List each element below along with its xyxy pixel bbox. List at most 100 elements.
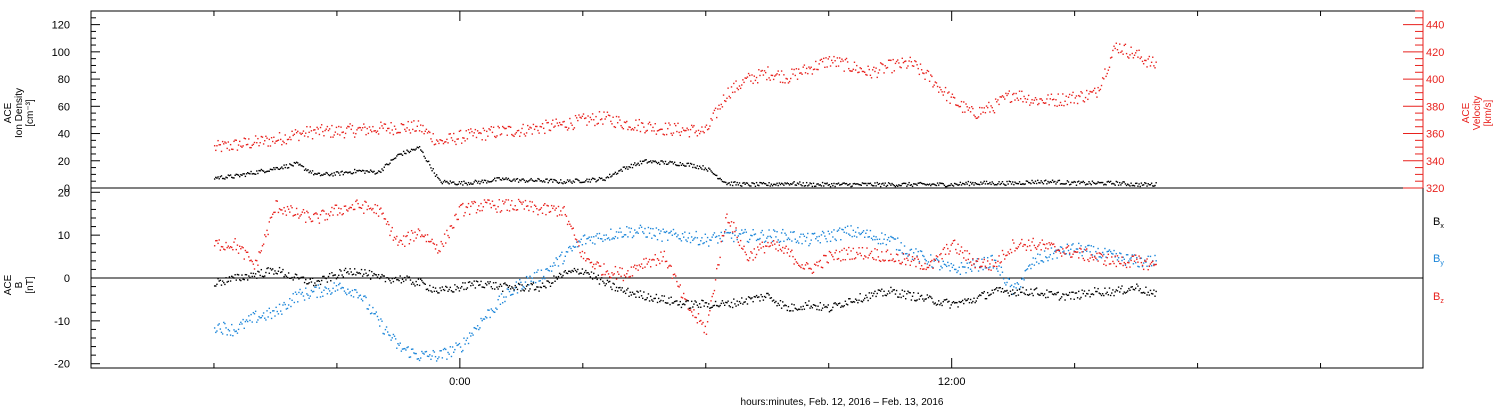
bx-point — [302, 276, 305, 278]
bz-point — [501, 200, 504, 202]
bx-point — [998, 287, 1000, 289]
density-point — [824, 182, 826, 185]
bz-point — [827, 262, 829, 264]
bx-point — [427, 289, 430, 292]
bz-point — [274, 211, 276, 213]
bx-point — [467, 281, 470, 284]
density-point — [382, 169, 384, 172]
bz-point — [841, 249, 843, 252]
bx-point — [955, 301, 957, 304]
bz-point — [871, 257, 874, 259]
velocity-point — [415, 130, 417, 132]
bx-point — [865, 294, 867, 297]
density-point — [876, 181, 878, 184]
density-point — [586, 178, 588, 180]
by-point — [1127, 254, 1129, 256]
bz-point — [511, 200, 513, 202]
density-point — [523, 179, 526, 182]
by-point — [241, 323, 243, 325]
by-point — [616, 237, 619, 239]
density-point — [1115, 180, 1118, 183]
velocity-point — [794, 74, 796, 77]
by-point — [461, 351, 463, 353]
bz-point — [644, 266, 646, 268]
density-point — [1046, 183, 1048, 185]
bz-point — [313, 213, 315, 216]
velocity-point — [941, 91, 943, 93]
bx-point — [586, 272, 588, 274]
by-point — [400, 350, 403, 352]
velocity-point — [753, 75, 755, 77]
bz-point — [553, 205, 555, 207]
velocity-point — [799, 72, 801, 74]
bz-point — [734, 230, 736, 233]
velocity-point — [344, 132, 347, 135]
velocity-point — [380, 121, 382, 123]
bz-point — [754, 256, 757, 259]
bx-point — [404, 276, 406, 279]
bx-point — [805, 304, 808, 306]
by-point — [1149, 255, 1152, 258]
density-point — [739, 184, 742, 187]
bz-point — [473, 200, 475, 203]
density-point — [729, 184, 732, 186]
bz-point — [1064, 253, 1066, 255]
velocity-point — [801, 73, 803, 75]
velocity-point — [959, 105, 962, 108]
velocity-point — [235, 139, 237, 141]
by-point — [392, 333, 395, 336]
bx-point — [1128, 287, 1130, 290]
by-point — [315, 286, 317, 288]
bz-point — [908, 254, 910, 256]
density-point — [1097, 181, 1099, 183]
by-point — [1016, 282, 1018, 284]
bz-point — [630, 266, 633, 268]
density-point — [1079, 182, 1081, 185]
density-point — [726, 183, 728, 186]
bz-point — [332, 214, 334, 216]
bz-point — [638, 264, 640, 266]
velocity-point — [579, 116, 581, 119]
by-point — [589, 239, 592, 242]
by-point — [671, 234, 674, 236]
velocity-point — [758, 69, 760, 71]
density-point — [311, 170, 314, 172]
velocity-point — [229, 143, 232, 146]
by-point — [311, 291, 314, 293]
density-point — [1066, 180, 1069, 182]
density-point — [677, 164, 679, 167]
density-point — [730, 181, 733, 183]
velocity-point — [1041, 99, 1044, 102]
bz-point — [1080, 248, 1082, 250]
by-point — [426, 355, 429, 357]
bx-point — [885, 294, 888, 297]
bz-point — [1051, 243, 1054, 246]
density-point — [965, 181, 967, 184]
bx-point — [267, 267, 269, 269]
bx-point — [571, 269, 573, 272]
bz-point — [963, 257, 965, 259]
bz-point — [583, 252, 586, 254]
bz-point — [878, 259, 881, 262]
density-point — [514, 180, 516, 182]
bx-point — [810, 305, 812, 307]
density-point — [357, 170, 359, 172]
velocity-point — [951, 93, 954, 95]
density-point — [917, 182, 919, 184]
velocity-point — [490, 126, 492, 128]
bz-point — [1037, 245, 1039, 248]
velocity-point — [654, 123, 656, 125]
density-point — [815, 185, 817, 187]
bz-point — [239, 245, 241, 248]
bz-point — [1009, 248, 1012, 251]
by-point — [536, 271, 538, 273]
velocity-point — [1056, 105, 1058, 107]
density-point — [829, 185, 832, 188]
bx-point — [639, 290, 642, 292]
bz-point — [437, 252, 439, 254]
bx-point — [513, 289, 515, 291]
density-point — [259, 170, 261, 172]
velocity-point — [991, 106, 993, 109]
bz-point — [456, 218, 458, 221]
by-point — [1037, 253, 1039, 255]
